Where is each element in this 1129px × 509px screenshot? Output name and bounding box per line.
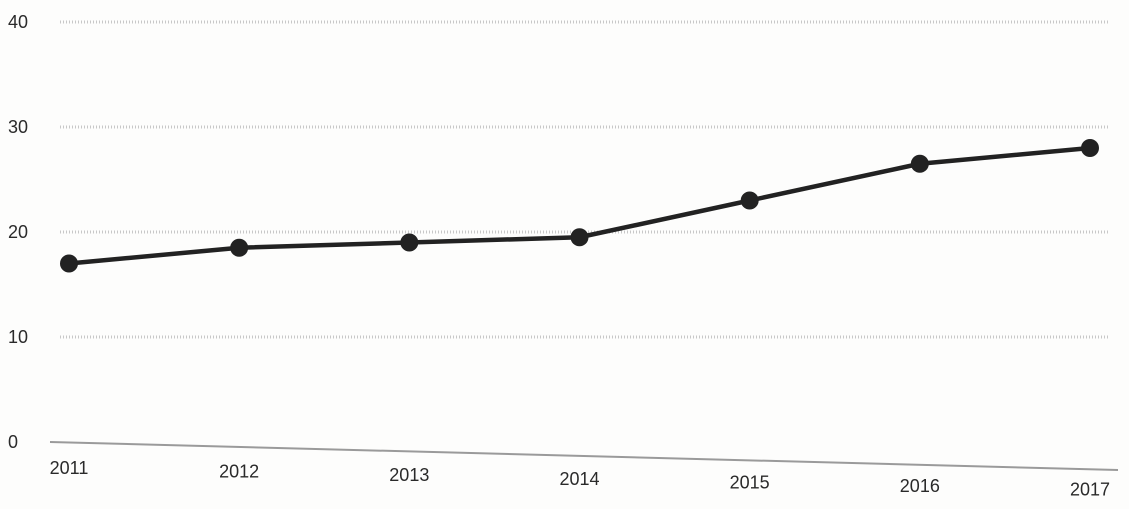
data-point-2014 [570, 228, 589, 247]
data-point-2013 [400, 233, 419, 252]
x-axis-baseline [49, 441, 1119, 471]
data-point-2012 [230, 238, 249, 257]
x-axis [49, 441, 1119, 471]
data-point-2015 [740, 191, 759, 210]
x-tick-label-2011: 2011 [50, 458, 89, 478]
gridlines [60, 20, 1110, 339]
y-tick-label-0: 0 [8, 432, 18, 452]
x-tick-label-2016: 2016 [900, 476, 940, 496]
y-tick-label-40: 40 [8, 12, 28, 32]
data-point-2017 [1081, 139, 1099, 157]
data-point-2016 [910, 154, 929, 173]
x-tick-label-2017: 2017 [1070, 480, 1110, 500]
y-tick-label-30: 30 [8, 117, 28, 137]
y-tick-label-20: 20 [8, 222, 28, 242]
y-axis-tick-labels: 0 10 20 30 40 [8, 12, 28, 452]
x-tick-label-2013: 2013 [389, 465, 429, 485]
data-point-2011 [60, 254, 78, 273]
data-markers [60, 139, 1099, 273]
x-tick-label-2014: 2014 [559, 469, 599, 489]
x-axis-tick-labels: 2011 2012 2013 2014 2015 2016 2017 [50, 458, 1110, 500]
x-tick-label-2012: 2012 [219, 462, 259, 482]
y-tick-label-10: 10 [8, 327, 28, 347]
x-tick-label-2015: 2015 [730, 472, 770, 492]
